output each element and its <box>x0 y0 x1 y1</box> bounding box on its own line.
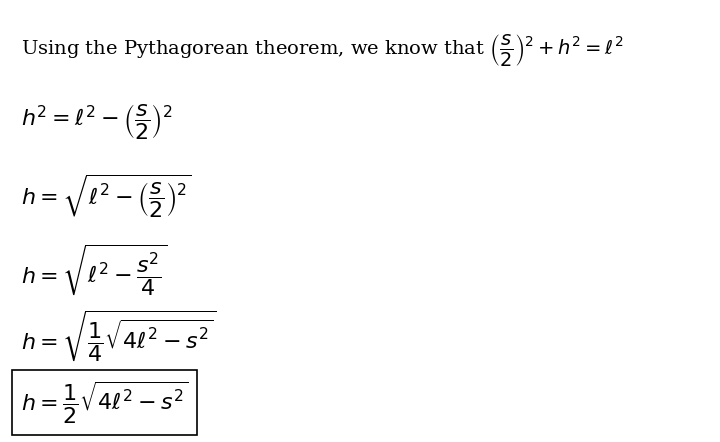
Text: $h^2 = \ell^2 - \left(\dfrac{s}{2}\right)^2$: $h^2 = \ell^2 - \left(\dfrac{s}{2}\right… <box>21 103 173 141</box>
Text: $h = \sqrt{\dfrac{1}{4}\sqrt{4\ell^2 - s^2}}$: $h = \sqrt{\dfrac{1}{4}\sqrt{4\ell^2 - s… <box>21 309 217 364</box>
Text: $h = \sqrt{\ell^2 - \left(\dfrac{s}{2}\right)^2}$: $h = \sqrt{\ell^2 - \left(\dfrac{s}{2}\r… <box>21 173 192 220</box>
Text: $h = \sqrt{\ell^2 - \dfrac{s^2}{4}}$: $h = \sqrt{\ell^2 - \dfrac{s^2}{4}}$ <box>21 243 167 298</box>
Text: Using the Pythagorean theorem, we know that $\left(\dfrac{s}{2}\right)^2 + h^2 =: Using the Pythagorean theorem, we know t… <box>21 32 624 68</box>
Text: $h = \dfrac{1}{2}\sqrt{4\ell^2 - s^2}$: $h = \dfrac{1}{2}\sqrt{4\ell^2 - s^2}$ <box>21 379 189 426</box>
